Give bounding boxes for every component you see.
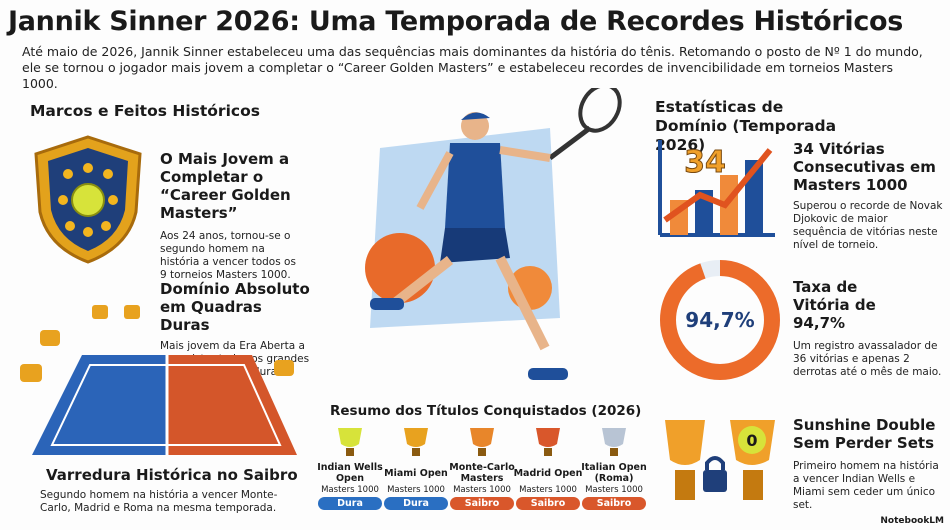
item-title: Varredura Histórica no Saibro	[46, 466, 298, 484]
title-level: Masters 1000	[453, 485, 511, 495]
item-title: O Mais Jovem a Completar o “Career Golde…	[160, 150, 291, 222]
item-text: Aos 24 anos, tornou-se o segundo homem n…	[160, 230, 296, 281]
title-name: Monte-Carlo Masters	[449, 462, 515, 484]
surface-badge: Saibro	[516, 497, 580, 510]
item: 34 Vitórias Consecutivas em Masters 1000…	[793, 140, 943, 252]
item-title: Domínio Absoluto em Quadras Duras	[160, 280, 310, 334]
title-name: Madrid Open	[513, 467, 583, 479]
title-card: Miami Open Masters 1000 Dura	[380, 426, 452, 510]
player-illustration	[365, 88, 622, 380]
brand: NotebookLM	[880, 516, 944, 526]
surface-badge: Saibro	[582, 497, 646, 510]
court-icon	[20, 305, 297, 455]
item-title: 34 Vitórias Consecutivas em Masters 1000	[793, 140, 936, 194]
surface-badge: Saibro	[450, 497, 514, 510]
item-title: Taxa de Vitória de 94,7%	[793, 278, 876, 332]
badge: 34	[684, 145, 726, 180]
trophy-icon: 0	[665, 420, 775, 500]
item: O Mais Jovem a Completar o “Career Golde…	[160, 150, 300, 282]
title-level: Masters 1000	[321, 485, 379, 495]
title-card: Indian Wells Open Masters 1000 Dura	[314, 426, 386, 510]
title-name: Indian Wells Open	[317, 462, 383, 484]
item: Taxa de Vitória de 94,7% Um registro ava…	[793, 278, 941, 379]
badge: 94,7%	[685, 308, 754, 332]
title-card: Madrid Open Masters 1000 Saibro	[512, 426, 584, 510]
item: Sunshine Double Sem Perder Sets Primeiro…	[793, 416, 943, 512]
item-title: Sunshine Double Sem Perder Sets	[793, 416, 936, 452]
trophy	[470, 428, 494, 456]
chart-icon: 34	[658, 140, 775, 237]
trophy	[404, 428, 428, 456]
intro: Até maio de 2026, Jannik Sinner estabele…	[22, 44, 923, 91]
right-heading: Estatísticas de Domínio (Temporada 2026)	[655, 98, 837, 154]
item-text: Segundo homem na história a vencer Monte…	[40, 489, 278, 514]
item-text: Primeiro homem na história a vencer Indi…	[793, 460, 939, 511]
title-card: Italian Open (Roma) Masters 1000 Saibro	[578, 426, 650, 510]
trophy	[602, 428, 626, 456]
left-heading: Marcos e Feitos Históricos	[30, 102, 260, 120]
donut-icon: 94,7%	[660, 260, 780, 380]
surface-badge: Dura	[318, 497, 382, 510]
item-text: Superou o recorde de Novak Djokovic de m…	[793, 200, 943, 251]
title-name: Miami Open	[384, 467, 448, 479]
title-level: Masters 1000	[387, 485, 445, 495]
trophy	[536, 428, 560, 456]
title-name: Italian Open (Roma)	[581, 462, 647, 484]
titles-heading: Resumo dos Títulos Conquistados (2026)	[330, 403, 642, 419]
title-level: Masters 1000	[585, 485, 643, 495]
shield-icon	[34, 135, 142, 264]
title: Jannik Sinner 2026: Uma Temporada de Rec…	[8, 6, 904, 37]
title-level: Masters 1000	[519, 485, 577, 495]
item-text: Um registro avassalador de 36 vitórias e…	[793, 340, 942, 378]
surface-badge: Dura	[384, 497, 448, 510]
badge: 0	[746, 431, 757, 450]
trophy	[338, 428, 362, 456]
title-card: Monte-Carlo Masters Masters 1000 Saibro	[446, 426, 518, 510]
